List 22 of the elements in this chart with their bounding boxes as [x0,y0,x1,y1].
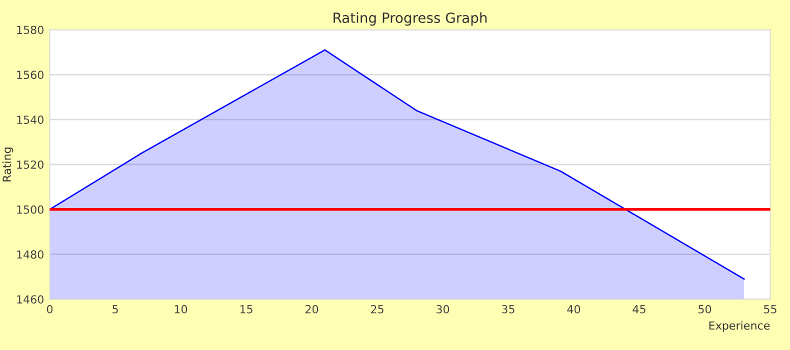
x-tick-label: 35 [502,305,514,314]
y-tick-label: 1500 [17,205,44,214]
x-tick-label: 20 [306,305,318,314]
x-tick-label: 45 [632,305,646,314]
x-tick-label: 10 [174,305,188,314]
x-tick-label: 50 [698,305,712,314]
x-tick-label: 55 [764,305,776,314]
x-tick-label: 15 [240,305,252,314]
y-tick-label: 1480 [17,250,44,259]
y-tick-label: 1580 [17,26,44,34]
x-tick-label: 25 [371,305,384,314]
x-tick-label: 5 [112,305,118,314]
x-tick-label: 0 [46,305,53,314]
x-axis-title: Experience [709,321,770,332]
y-tick-label: 1460 [17,295,44,304]
y-tick-label: 1560 [17,70,44,80]
chart-title: Rating Progress Graph [334,12,487,26]
y-axis-title: Rating [2,148,14,182]
y-tick-label: 1520 [17,160,44,169]
x-tick-label: 30 [436,305,450,314]
x-tick-label: 40 [567,305,580,314]
y-tick-label: 1540 [17,116,44,124]
